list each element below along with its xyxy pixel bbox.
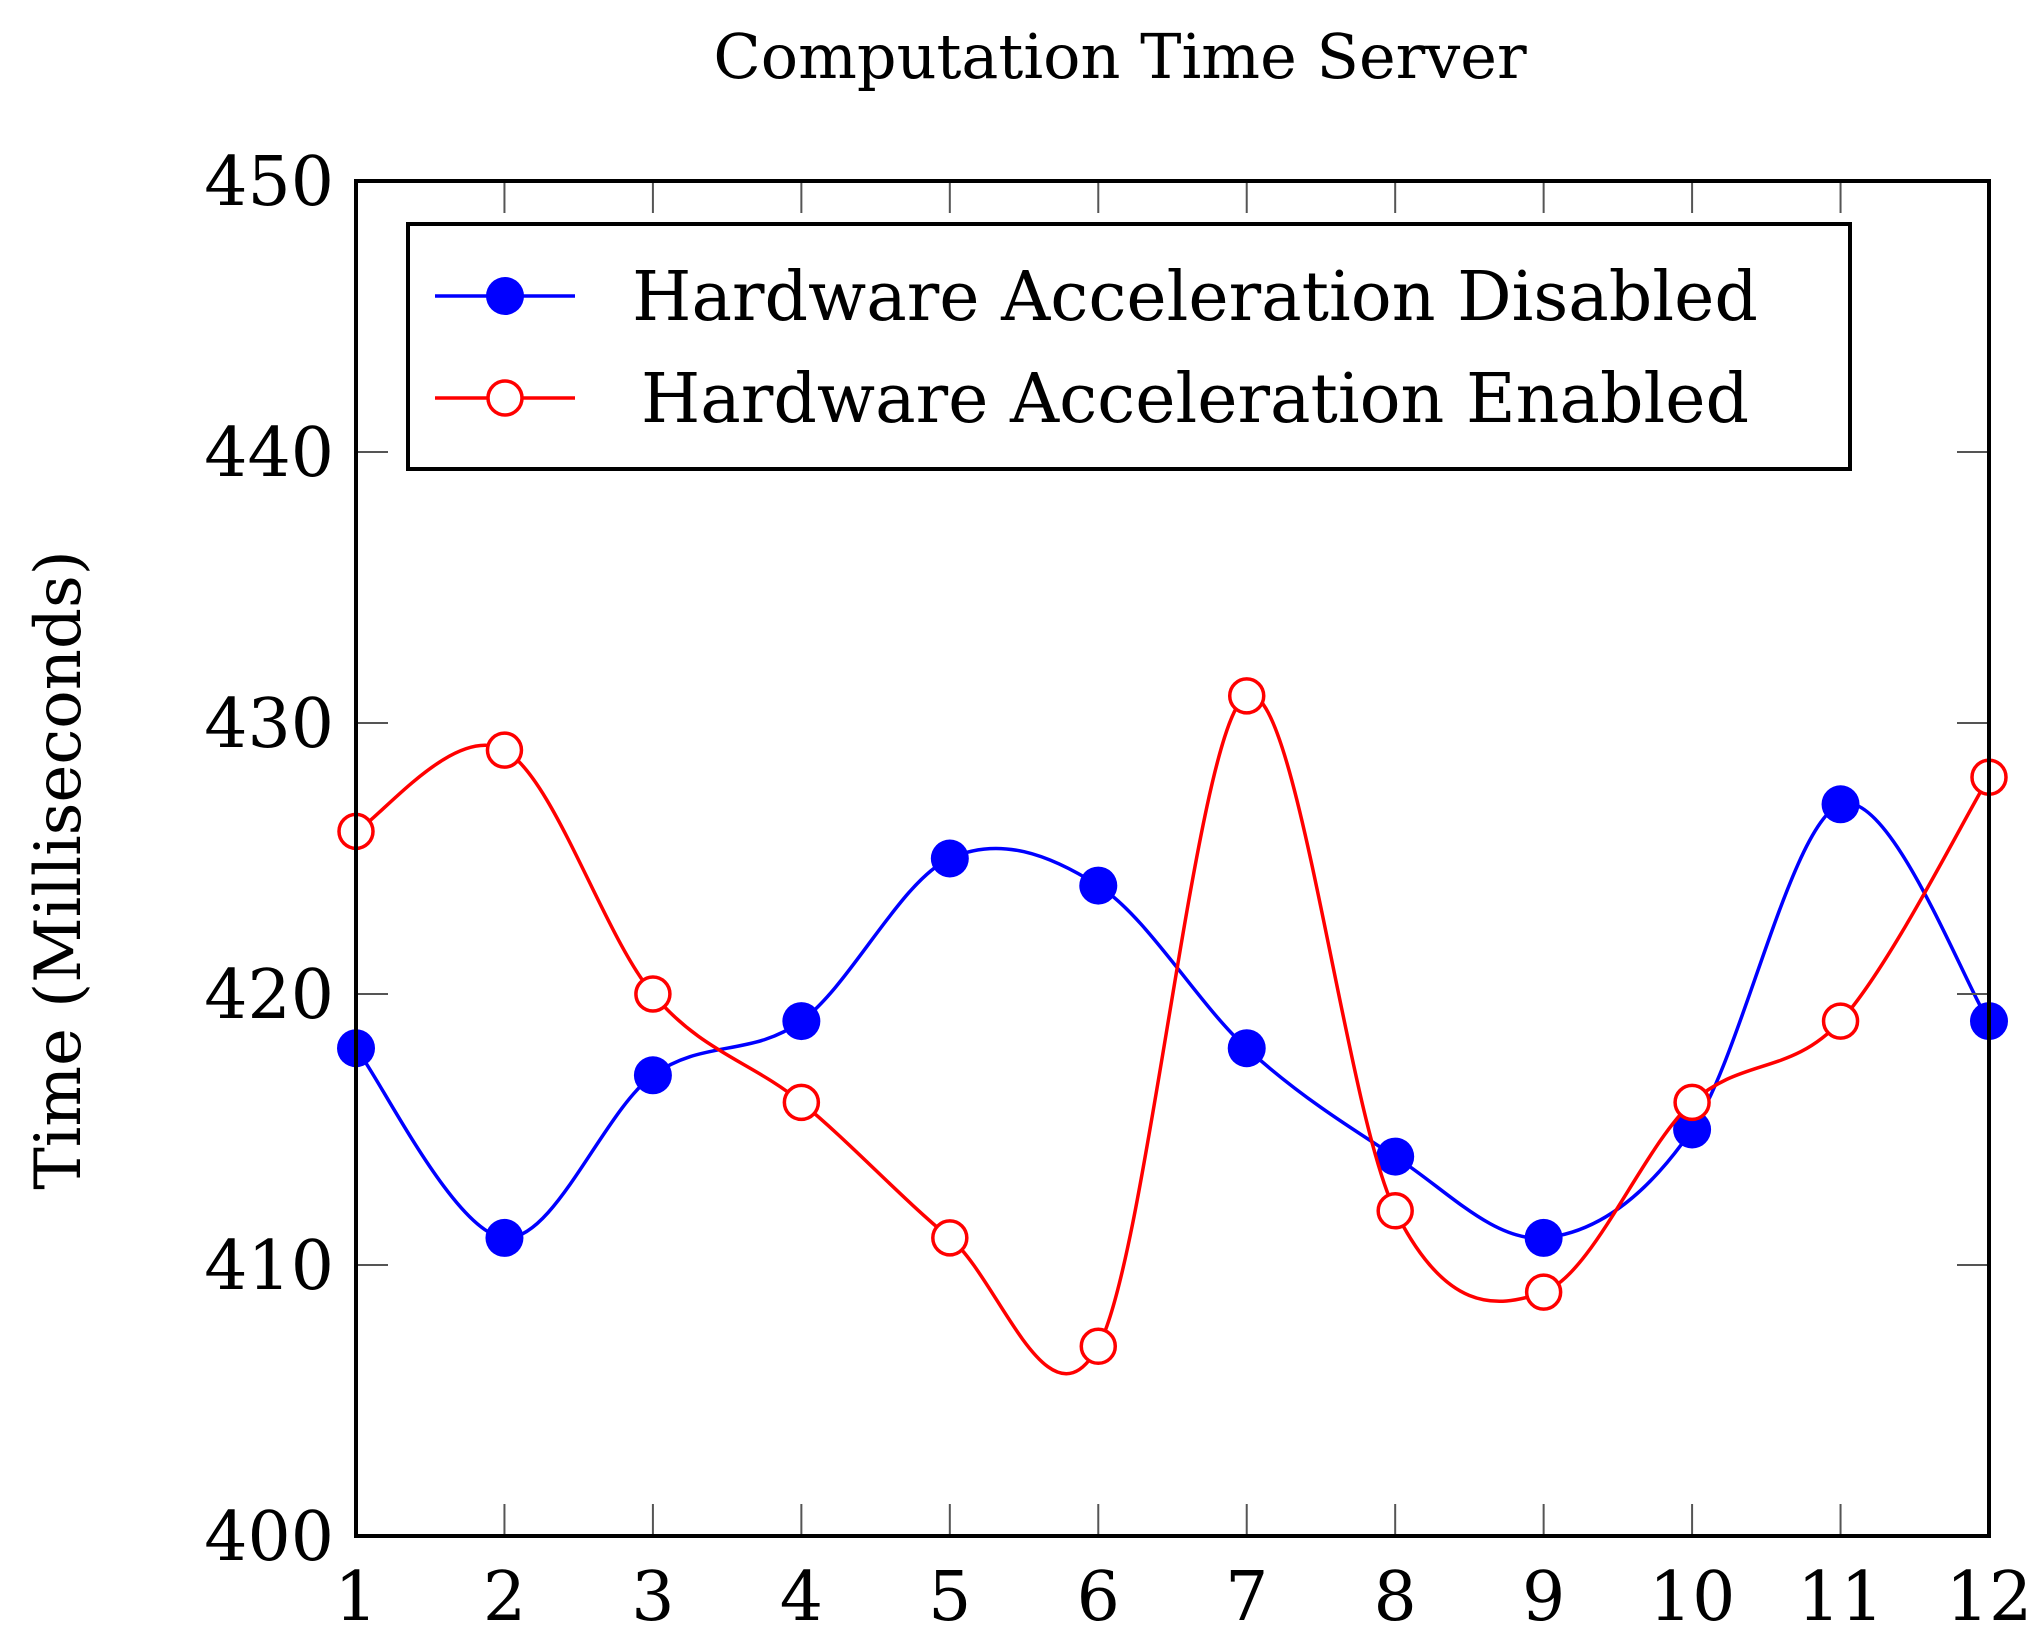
x-tick-label: 1 xyxy=(334,1558,377,1637)
data-point xyxy=(1524,1273,1563,1311)
data-point xyxy=(1227,677,1266,715)
x-tick-label: 6 xyxy=(1077,1558,1120,1637)
legend-label: Hardware Acceleration Enabled xyxy=(641,360,1749,439)
data-point xyxy=(485,1218,524,1257)
x-tick-label: 9 xyxy=(1522,1558,1565,1637)
legend-label: Hardware Acceleration Disabled xyxy=(632,258,1758,337)
series-line-2 xyxy=(355,693,1991,1376)
x-tick-label: 11 xyxy=(1797,1558,1884,1637)
legend-swatch-marker xyxy=(486,379,524,417)
x-tick-label: 3 xyxy=(631,1558,674,1637)
data-point xyxy=(1079,1327,1118,1366)
data-point xyxy=(1821,785,1860,824)
data-point xyxy=(1524,1218,1563,1257)
data-point xyxy=(1821,1002,1860,1040)
data-point xyxy=(1673,1083,1711,1122)
y-tick-label: 420 xyxy=(204,956,334,1035)
legend-swatch-marker xyxy=(486,277,524,315)
y-tick-label: 410 xyxy=(204,1227,334,1306)
data-point xyxy=(930,839,969,878)
y-tick-label: 430 xyxy=(204,685,334,764)
y-tick-label: 400 xyxy=(204,1498,334,1577)
data-point xyxy=(1376,1192,1414,1230)
y-tick-label: 450 xyxy=(204,143,334,222)
x-tick-label: 7 xyxy=(1225,1558,1268,1637)
x-tick-label: 12 xyxy=(1946,1558,2033,1637)
data-point xyxy=(782,1002,821,1041)
y-axis-label: Time (Milliseconds) xyxy=(22,550,96,1190)
data-point xyxy=(633,1056,672,1095)
x-tick-label: 10 xyxy=(1649,1558,1736,1637)
series-layer xyxy=(337,677,2008,1376)
y-tick-label: 440 xyxy=(204,414,334,493)
data-point xyxy=(1673,1110,1712,1149)
x-tick-label: 8 xyxy=(1374,1558,1417,1637)
chart-title: Computation Time Server xyxy=(713,20,1527,93)
x-tick-label: 2 xyxy=(483,1558,526,1637)
x-tick-label: 4 xyxy=(780,1558,823,1637)
data-point xyxy=(485,731,524,769)
data-point xyxy=(1227,1029,1266,1068)
plot-frame xyxy=(354,179,1991,1538)
data-point xyxy=(931,1219,969,1257)
legend: Hardware Acceleration Disabled Hardware A… xyxy=(406,222,1852,471)
data-point xyxy=(1376,1137,1415,1176)
data-point xyxy=(1079,866,1118,905)
legend-box xyxy=(406,222,1852,471)
series-line-1 xyxy=(354,801,1991,1240)
data-point xyxy=(782,1083,821,1122)
x-tick-label: 5 xyxy=(928,1558,971,1637)
data-point xyxy=(634,975,672,1013)
